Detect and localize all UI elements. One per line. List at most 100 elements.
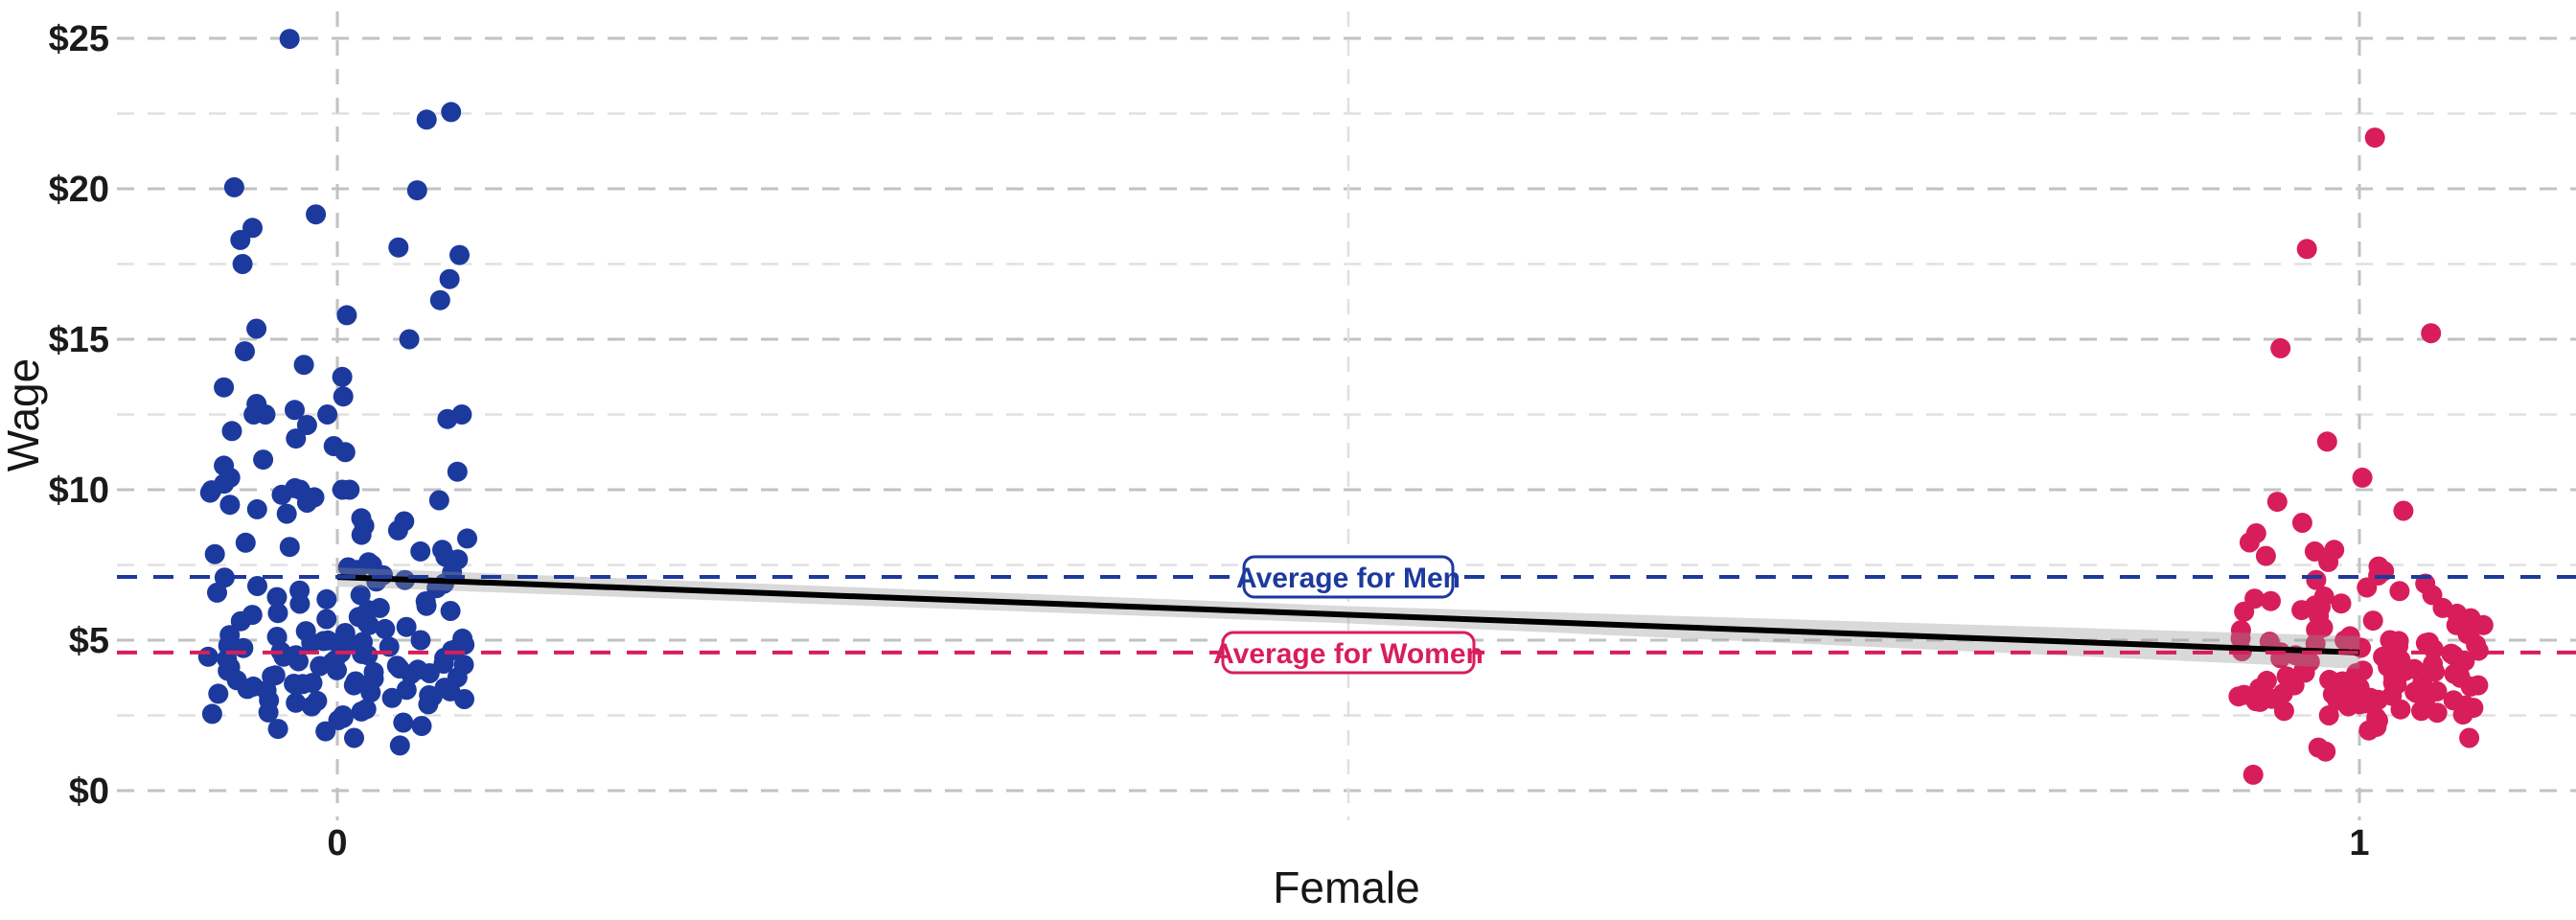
data-point-man bbox=[393, 712, 414, 733]
data-point-man bbox=[337, 557, 358, 578]
confidence-band bbox=[337, 567, 2359, 669]
data-point-man bbox=[293, 355, 314, 376]
data-point-man bbox=[214, 455, 235, 476]
data-point-woman bbox=[2426, 702, 2448, 724]
data-point-man bbox=[363, 661, 384, 682]
data-point-woman bbox=[2234, 684, 2255, 705]
data-point-man bbox=[399, 329, 420, 350]
data-point-man bbox=[267, 719, 288, 740]
data-point-man bbox=[432, 540, 452, 561]
data-point-man bbox=[344, 727, 364, 748]
data-point-man bbox=[306, 204, 327, 225]
data-point-woman bbox=[2339, 626, 2360, 647]
data-point-man bbox=[323, 436, 344, 456]
data-point-woman bbox=[2245, 523, 2266, 543]
data-point-man bbox=[388, 237, 409, 258]
data-point-woman bbox=[2306, 569, 2327, 590]
data-point-woman bbox=[2421, 323, 2442, 344]
data-point-man bbox=[439, 268, 460, 289]
y-tick-label: $5 bbox=[69, 621, 109, 661]
data-point-man bbox=[386, 656, 407, 677]
data-point-man bbox=[246, 394, 267, 414]
data-point-woman bbox=[2393, 500, 2414, 521]
data-point-man bbox=[289, 580, 310, 601]
data-point-woman bbox=[2261, 590, 2281, 611]
data-point-woman bbox=[2389, 581, 2410, 602]
data-point-man bbox=[295, 621, 316, 642]
data-point-woman bbox=[2459, 727, 2480, 748]
y-axis-tick-labels: $0 $5 $10 $15 $20 $25 bbox=[49, 19, 109, 812]
data-point-man bbox=[247, 576, 267, 596]
data-point-man bbox=[369, 597, 390, 618]
data-point-man bbox=[353, 632, 373, 653]
data-point-man bbox=[253, 449, 274, 471]
data-point-woman bbox=[2468, 675, 2489, 696]
data-point-woman bbox=[2324, 540, 2345, 561]
data-point-man bbox=[285, 400, 305, 421]
data-point-man bbox=[219, 625, 241, 646]
data-point-man bbox=[242, 605, 263, 626]
data-point-man bbox=[358, 552, 380, 573]
data-point-man bbox=[416, 109, 437, 130]
data-point-woman bbox=[2331, 593, 2352, 614]
data-point-woman bbox=[2423, 654, 2444, 675]
data-point-man bbox=[279, 29, 300, 50]
data-point-man bbox=[406, 180, 427, 201]
data-point-man bbox=[258, 702, 279, 723]
data-point-man bbox=[302, 673, 323, 694]
y-tick-label: $20 bbox=[49, 170, 109, 210]
data-point-man bbox=[375, 618, 396, 639]
data-point-man bbox=[333, 705, 354, 725]
data-point-man bbox=[307, 690, 328, 711]
data-point-man bbox=[336, 305, 357, 326]
data-point-woman bbox=[2352, 467, 2373, 488]
data-point-man bbox=[410, 540, 431, 562]
data-point-man bbox=[332, 479, 353, 500]
data-point-man bbox=[286, 645, 307, 666]
data-point-woman bbox=[2380, 630, 2401, 651]
data-point-woman bbox=[2316, 431, 2337, 452]
data-point-woman bbox=[2291, 513, 2312, 533]
y-tick-label: $25 bbox=[49, 19, 109, 59]
data-point-man bbox=[214, 377, 235, 398]
x-tick-label: 1 bbox=[2349, 823, 2369, 863]
data-point-man bbox=[351, 508, 372, 529]
data-point-man bbox=[396, 616, 417, 637]
data-point-woman bbox=[2266, 492, 2288, 513]
data-point-man bbox=[407, 659, 428, 680]
data-point-woman bbox=[2366, 707, 2387, 728]
data-point-woman bbox=[2296, 239, 2317, 260]
data-point-man bbox=[389, 735, 410, 756]
data-point-man bbox=[394, 511, 415, 532]
y-tick-label: $0 bbox=[69, 771, 109, 812]
data-point-man bbox=[286, 692, 307, 713]
data-point-man bbox=[317, 404, 338, 425]
data-point-man bbox=[232, 254, 253, 274]
data-point-man bbox=[332, 366, 353, 387]
data-point-man bbox=[452, 628, 473, 649]
data-point-man bbox=[246, 318, 267, 339]
data-point-man bbox=[410, 630, 431, 651]
y-axis-title: Wage bbox=[0, 358, 48, 472]
y-tick-label: $10 bbox=[49, 471, 109, 511]
data-point-man bbox=[334, 623, 356, 643]
data-point-man bbox=[415, 591, 436, 611]
data-point-man bbox=[207, 582, 227, 603]
women-average-label: Average for Women bbox=[1213, 631, 1484, 675]
data-point-man bbox=[221, 421, 242, 442]
data-point-man bbox=[396, 679, 417, 701]
data-point-man bbox=[285, 477, 306, 498]
data-point-man bbox=[451, 404, 472, 425]
data-point-woman bbox=[2230, 620, 2251, 641]
data-point-man bbox=[428, 490, 449, 511]
x-axis-title: Female bbox=[1273, 862, 1419, 912]
data-point-woman bbox=[2318, 705, 2339, 725]
data-point-man bbox=[223, 176, 244, 197]
men-average-label-box bbox=[1242, 555, 1455, 599]
data-point-man bbox=[356, 699, 377, 720]
data-point-woman bbox=[2256, 670, 2277, 691]
data-point-man bbox=[296, 415, 317, 435]
data-point-woman bbox=[2353, 660, 2374, 681]
data-point-man bbox=[411, 716, 432, 736]
